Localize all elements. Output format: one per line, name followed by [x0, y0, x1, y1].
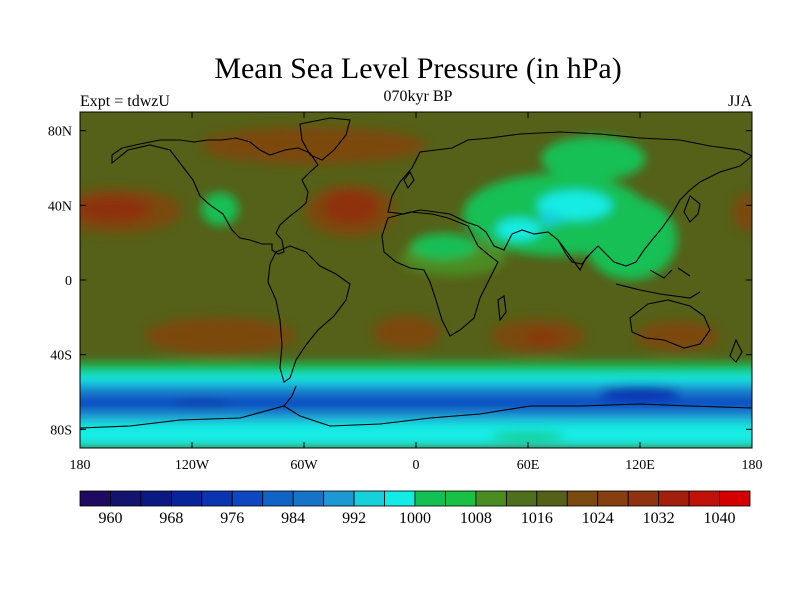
colorbar-swatch [536, 490, 568, 507]
north-pacific-high-core [80, 196, 151, 223]
australia-coastline [629, 299, 711, 349]
south-indian-low [598, 384, 682, 400]
colorbar-swatch [384, 490, 416, 507]
colorbar-label: 1024 [582, 510, 614, 527]
siberia-low [541, 136, 646, 182]
colorbar-swatch [688, 490, 720, 507]
africa-green [410, 233, 478, 260]
colorbar-swatch [719, 490, 751, 507]
south-indian-high-core [526, 332, 560, 344]
arabia-low [496, 218, 542, 241]
hawaii-west-high [733, 194, 752, 232]
india-coastline [557, 239, 597, 272]
south-america-coastline [267, 245, 351, 383]
colorbar-swatch [597, 490, 629, 507]
lat-tick-label: 40N [48, 199, 72, 214]
colorbar-swatch [658, 490, 690, 507]
north-america-coastline [111, 137, 319, 255]
lat-tick-label: 0 [65, 274, 72, 289]
colorbar-swatch [170, 490, 203, 507]
colorbar-swatch [110, 490, 142, 507]
colorbar-label: 992 [342, 510, 366, 527]
band-984 [80, 390, 752, 400]
map-plot-area [80, 112, 752, 448]
season-label: JJA [727, 93, 752, 110]
antarctica-coastline [80, 403, 752, 429]
pressure-field [80, 126, 752, 448]
japan-coastline [683, 195, 701, 223]
south-atlantic-high [373, 315, 441, 350]
arctic-high [201, 126, 426, 165]
colorbar-swatch [201, 490, 233, 507]
south-pacific-high [145, 317, 295, 355]
lon-tick-label: 0 [413, 458, 420, 473]
colorbar-label: 1016 [521, 510, 553, 527]
experiment-label: Expt = tdwzU [80, 93, 170, 110]
colorbar-label: 1008 [460, 510, 492, 527]
lon-tick-label: 180 [742, 458, 763, 473]
colorbar: 960 968 976 984 992 1000 1008 1016 1024 1032 1040 [79, 490, 751, 527]
colorbar-swatch [323, 490, 355, 507]
colorbar-swatch [445, 490, 477, 507]
colorbar-label: 1000 [399, 510, 431, 527]
colorbar-label: 1040 [704, 510, 736, 527]
lon-tick-label: 120W [175, 458, 210, 473]
colorbar-swatch [231, 490, 264, 507]
eurasia-coastline [387, 131, 752, 267]
colorbar-swatch [505, 490, 538, 507]
antarctic-peninsula-coastline [283, 385, 297, 407]
band-antarctic-992 [80, 410, 752, 422]
azores-high-core [322, 190, 379, 224]
colorbar-swatch [353, 490, 385, 507]
lon-tick-label: 120E [625, 458, 655, 473]
colorbar-swatch [79, 490, 111, 507]
chart-title: Mean Sea Level Pressure (in hPa) [214, 52, 622, 85]
asian-low-east [584, 197, 678, 280]
greenland-coastline [299, 117, 351, 161]
colorbar-label: 960 [98, 510, 122, 527]
colorbar-swatch [262, 490, 294, 507]
colorbar-swatch [414, 490, 446, 507]
colorbar-swatch [566, 490, 599, 507]
madagascar-coastline [497, 295, 507, 322]
coastlines [80, 117, 752, 429]
lat-tick-label: 40S [50, 349, 72, 364]
lat-tick-label: 80S [50, 423, 72, 438]
indonesia-coastline [615, 267, 701, 299]
amundsen-low [173, 397, 230, 409]
colorbar-label: 984 [281, 510, 305, 527]
colorbar-label: 968 [159, 510, 183, 527]
band-992 [80, 382, 752, 392]
longitude-axis: 180 120W 60W 0 60E 120E 180 [70, 112, 763, 473]
india-low [539, 210, 562, 226]
colorbar-swatch [627, 490, 660, 507]
colorbar-swatch [475, 490, 507, 507]
lat-tick-label: 80N [48, 125, 72, 140]
latitude-axis: 80N 40N 0 40S 80S [48, 125, 752, 438]
colorbar-swatch [292, 490, 325, 507]
north-america-low [201, 192, 239, 226]
colorbar-label: 976 [220, 510, 244, 527]
colorbar-label: 1032 [643, 510, 675, 527]
lon-tick-label: 180 [70, 458, 91, 473]
antarctic-green [490, 433, 566, 441]
lon-tick-label: 60E [517, 458, 540, 473]
uk-coastline [403, 170, 415, 190]
africa-coastline [381, 211, 499, 337]
new-zealand-coastline [729, 338, 743, 363]
band-976 [80, 397, 752, 411]
australian-high [636, 321, 719, 351]
lon-tick-label: 60W [290, 458, 318, 473]
colorbar-swatch [140, 490, 172, 507]
chart-subtitle: 070kyr BP [383, 88, 453, 105]
